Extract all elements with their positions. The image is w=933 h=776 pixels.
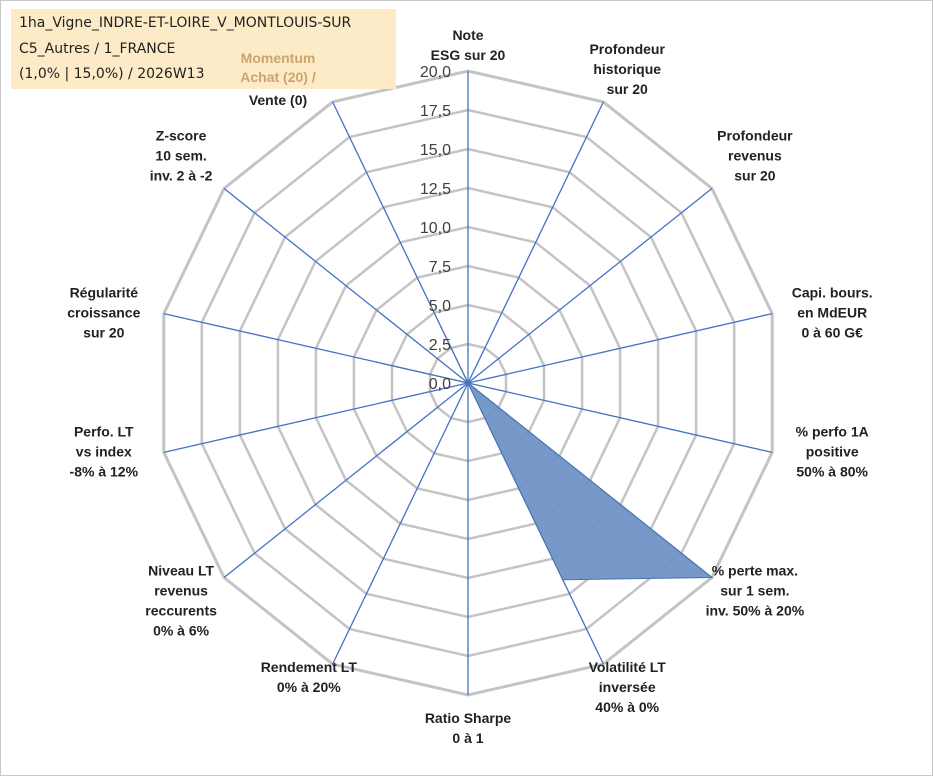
title-line-1: 1ha_Vigne_INDRE-ET-LOIRE_V_MONTLOUIS-SUR [19,15,352,31]
axis-spoke [332,382,469,665]
axis-label-line: 10 sem. [155,148,206,164]
axis-label-line: ESG sur 20 [431,47,506,63]
r-tick-label: 15,0 [420,142,451,159]
axis-label-line: % perfo 1A [796,423,869,439]
axis-spoke [223,382,469,579]
axis-label-line: Profondeur [589,41,665,57]
axis-label-line: inv. 50% à 20% [706,603,805,619]
axis-label-line: Régularité [70,285,139,301]
axis-label: % perfo 1A positive 50% à 80% [796,423,869,479]
data-point [467,382,469,384]
axis-label: Ratio Sharpe 0 à 1 [425,710,512,746]
axis-label-line: positive [806,443,859,459]
axis-label-line: Note [452,27,483,43]
axis-label: Profondeur historique sur 20 [589,41,665,97]
title-line-3: (1,0% | 15,0%) / 2026W13 [19,66,205,82]
axis-label-line: en MdEUR [797,305,867,321]
axis-spoke [467,382,773,454]
axis-label: Profondeur revenus sur 20 [717,128,793,184]
axis-spoke [163,382,469,454]
r-tick-label: 20,0 [420,64,451,81]
axis-label: Rendement LT 0% à 20% [261,659,358,695]
axis-label-line: sur 20 [83,325,124,341]
r-tick-label: 2,5 [429,337,451,354]
axis-label-line: inv. 2 à -2 [150,168,213,184]
axis-label: Z-score 10 sem. inv. 2 à -2 [150,128,213,184]
axis-label: Régularité croissance sur 20 [67,285,140,341]
axis-label-line: revenus [154,583,208,599]
axis-label: Capi. bours. en MdEUR 0 à 60 G€ [792,285,873,341]
r-tick-label: 17,5 [420,103,451,120]
axis-spoke [467,101,604,384]
title-box: 1ha_Vigne_INDRE-ET-LOIRE_V_MONTLOUIS-SUR… [11,9,396,89]
r-tick-label: 0,0 [429,376,451,393]
momentum-label-line-1: Momentum [240,50,316,66]
axis-label-line: sur 20 [734,168,775,184]
axis-label-line: Ratio Sharpe [425,710,512,726]
axis-label-line: sur 1 sem. [720,583,789,599]
axis-label-line: sur 20 [607,81,648,97]
data-point [375,361,378,364]
r-tick-label: 12,5 [420,181,451,198]
data-point [562,579,564,581]
axis-label-line: Niveau LT [148,563,214,579]
axis-label-line: Volatilité LT [589,659,667,675]
axis-label-line: Profondeur [717,128,793,144]
axis-spoke [223,187,469,384]
axis-label-line: 0 à 1 [452,730,483,746]
r-tick-label: 5,0 [429,298,451,315]
axis-label-line: % perte max. [712,563,798,579]
axis-label-line: Capi. bours. [792,285,873,301]
axis-label-line: 50% à 80% [796,463,868,479]
r-tick-label: 10,0 [420,220,451,237]
axis-label-line: 0 à 60 G€ [801,325,863,341]
axis-label-line: reccurents [145,603,217,619]
axis-label-line: inversée [599,679,656,695]
r-tick-label: 7,5 [429,259,451,276]
axis-label: Volatilité LT inversée 40% à 0% [589,659,667,715]
axis-label-line: vs index [76,443,132,459]
axis-label-line: croissance [67,305,140,321]
axis-label-line: Z-score [156,128,207,144]
axis-label-line: Perfo. LT [74,423,134,439]
axis-label: Note ESG sur 20 [431,27,506,63]
axis-spoke [467,187,713,384]
axis-label-line: -8% à 12% [70,463,139,479]
data-series-area [376,326,714,581]
data-point [711,576,713,579]
axis-label-line: Rendement LT [261,659,358,675]
momentum-label-line-2: Achat (20) / [240,69,316,85]
axis-label-line: 40% à 0% [595,699,659,715]
momentum-label-line-3: Vente (0) [248,92,308,108]
axis-spoke [467,312,773,384]
axis-label-line: revenus [728,148,782,164]
momentum-axis-label: Momentum Achat (20) / Vente (0) [233,49,323,108]
data-point [440,326,442,328]
title-line-2: C5_Autres / 1_FRANCE [19,41,176,57]
axis-label: Perfo. LT vs index -8% à 12% [70,423,139,479]
axis-label-line: 0% à 20% [277,679,341,695]
axis-label: % perte max. sur 1 sem. inv. 50% à 20% [706,563,805,619]
axis-label-line: 0% à 6% [153,623,210,639]
axis-label-line: historique [593,61,661,77]
axis-label: Niveau LT revenus reccurents 0% à 6% [145,563,217,639]
